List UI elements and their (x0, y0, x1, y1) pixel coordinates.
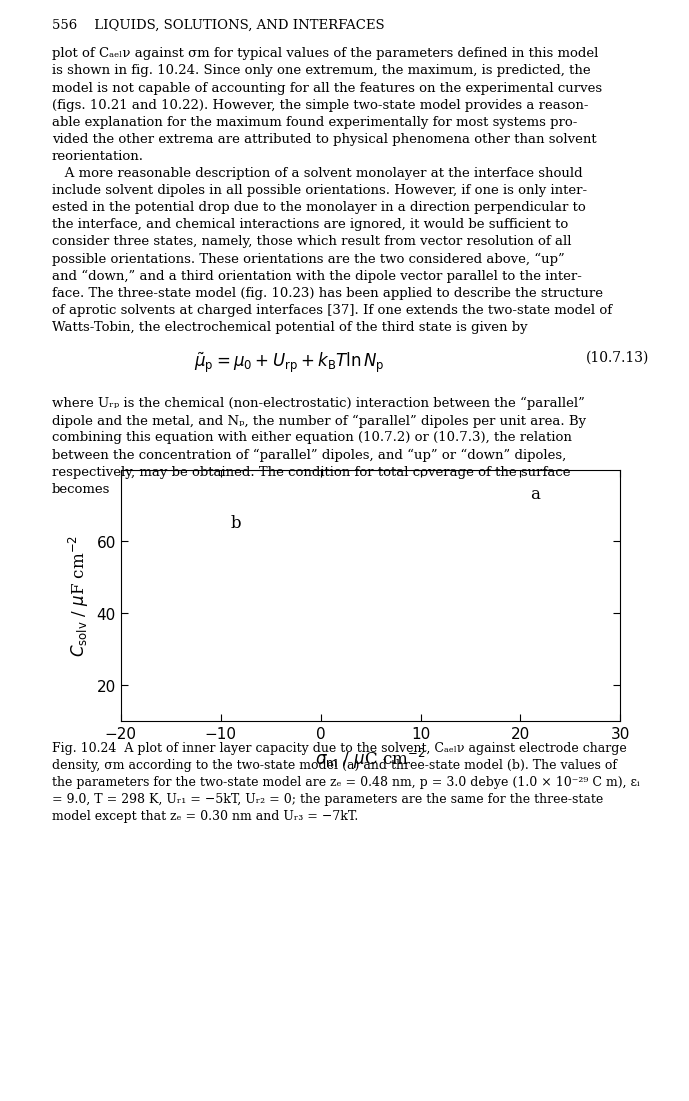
Text: respectively, may be obtained. The condition for total coverage of the surface: respectively, may be obtained. The condi… (52, 466, 570, 478)
Text: becomes: becomes (52, 482, 110, 495)
Text: ested in the potential drop due to the monolayer in a direction perpendicular to: ested in the potential drop due to the m… (52, 201, 585, 214)
Text: b: b (231, 514, 241, 532)
Text: Fig. 10.24  A plot of inner layer capacity due to the solvent, Cₐₑₗν against ele: Fig. 10.24 A plot of inner layer capacit… (52, 741, 626, 754)
Text: = 9.0, T = 298 K, Uᵣ₁ = −5kT, Uᵣ₂ = 0; the parameters are the same for the three: = 9.0, T = 298 K, Uᵣ₁ = −5kT, Uᵣ₂ = 0; t… (52, 793, 603, 805)
Text: (10.7.13): (10.7.13) (586, 350, 649, 364)
Text: between the concentration of “parallel” dipoles, and “up” or “down” dipoles,: between the concentration of “parallel” … (52, 448, 566, 461)
Text: where Uᵣₚ is the chemical (non-electrostatic) interaction between the “parallel”: where Uᵣₚ is the chemical (non-electrost… (52, 397, 584, 411)
Text: 556    LIQUIDS, SOLUTIONS, AND INTERFACES: 556 LIQUIDS, SOLUTIONS, AND INTERFACES (52, 19, 384, 32)
Text: Watts-Tobin, the electrochemical potential of the third state is given by: Watts-Tobin, the electrochemical potenti… (52, 320, 527, 334)
Text: $\tilde{\mu}_{\rm p} = \mu_0 + U_{\rm rp} + k_{\rm B}T\ln N_{\rm p}$: $\tilde{\mu}_{\rm p} = \mu_0 + U_{\rm rp… (194, 350, 384, 375)
Text: consider three states, namely, those which result from vector resolution of all: consider three states, namely, those whi… (52, 236, 571, 248)
Text: able explanation for the maximum found experimentally for most systems pro-: able explanation for the maximum found e… (52, 116, 577, 129)
Text: a: a (531, 486, 540, 503)
X-axis label: $\sigma_{\rm m}$ / $\mu$C cm$^{-2}$: $\sigma_{\rm m}$ / $\mu$C cm$^{-2}$ (315, 746, 426, 771)
Y-axis label: $C_{\rm solv}$ / $\mu$F cm$^{-2}$: $C_{\rm solv}$ / $\mu$F cm$^{-2}$ (67, 535, 91, 656)
Text: density, σm according to the two-state model (a) and three-state model (b). The : density, σm according to the two-state m… (52, 759, 617, 771)
Text: the parameters for the two-state model are zₑ = 0.48 nm, p = 3.0 debye (1.0 × 10: the parameters for the two-state model a… (52, 775, 639, 788)
Text: model except that zₑ = 0.30 nm and Uᵣ₃ = −7kT.: model except that zₑ = 0.30 nm and Uᵣ₃ =… (52, 809, 358, 822)
Text: plot of Cₐₑₗν against σm for typical values of the parameters defined in this mo: plot of Cₐₑₗν against σm for typical val… (52, 47, 598, 61)
Text: vided the other extrema are attributed to physical phenomena other than solvent: vided the other extrema are attributed t… (52, 133, 596, 145)
Text: reorientation.: reorientation. (52, 150, 143, 163)
Text: and “down,” and a third orientation with the dipole vector parallel to the inter: and “down,” and a third orientation with… (52, 270, 582, 283)
Text: A more reasonable description of a solvent monolayer at the interface should: A more reasonable description of a solve… (52, 167, 582, 179)
Text: model is not capable of accounting for all the features on the experimental curv: model is not capable of accounting for a… (52, 81, 601, 95)
Text: combining this equation with either equation (10.7.2) or (10.7.3), the relation: combining this equation with either equa… (52, 432, 571, 444)
Text: possible orientations. These orientations are the two considered above, “up”: possible orientations. These orientation… (52, 252, 564, 265)
Text: the interface, and chemical interactions are ignored, it would be sufficient to: the interface, and chemical interactions… (52, 218, 568, 231)
Text: is shown in fig. 10.24. Since only one extremum, the maximum, is predicted, the: is shown in fig. 10.24. Since only one e… (52, 64, 590, 77)
Text: (figs. 10.21 and 10.22). However, the simple two-state model provides a reason-: (figs. 10.21 and 10.22). However, the si… (52, 99, 588, 111)
Text: of aprotic solvents at charged interfaces [37]. If one extends the two-state mod: of aprotic solvents at charged interface… (52, 304, 612, 316)
Text: include solvent dipoles in all possible orientations. However, if one is only in: include solvent dipoles in all possible … (52, 184, 586, 197)
Text: dipole and the metal, and Nₚ, the number of “parallel” dipoles per unit area. By: dipole and the metal, and Nₚ, the number… (52, 414, 586, 427)
Text: face. The three-state model (fig. 10.23) has been applied to describe the struct: face. The three-state model (fig. 10.23)… (52, 286, 602, 299)
